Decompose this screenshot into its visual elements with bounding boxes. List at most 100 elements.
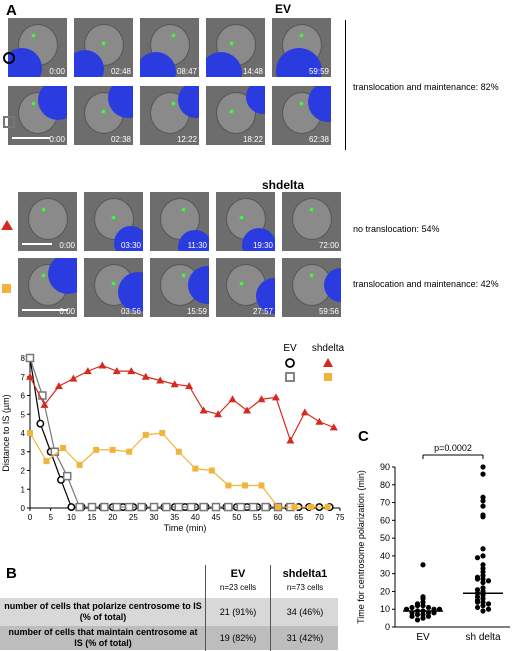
- data-point: [474, 576, 481, 582]
- data-point: [480, 464, 486, 470]
- data-point: [225, 482, 232, 489]
- category-label: sh delta: [465, 632, 500, 643]
- data-point: [485, 578, 492, 584]
- data-point: [275, 504, 281, 511]
- microscopy-frame: 18:22: [206, 86, 265, 145]
- data-point: [156, 376, 165, 384]
- table-row-2-ev: 19 (82%): [219, 633, 257, 643]
- data-point: [241, 482, 248, 489]
- microscopy-frame: 12:22: [140, 86, 199, 145]
- table-row-2-label: number of cells that maintain centrosome…: [8, 627, 198, 648]
- data-point: [228, 395, 237, 403]
- x-tick-label: 15: [88, 513, 97, 522]
- microscopy-frame: 03:56: [84, 258, 143, 317]
- data-point: [112, 502, 122, 512]
- data-point: [414, 603, 421, 609]
- data-point: [224, 502, 233, 512]
- data-point: [409, 604, 415, 611]
- frame-timestamp: 27:57: [252, 307, 273, 316]
- frame-timestamp: 11:30: [187, 241, 207, 250]
- data-point: [126, 448, 133, 455]
- frame-timestamp: 08:47: [176, 67, 197, 76]
- microscopy-frame: 08:47: [140, 18, 199, 77]
- x-tick-label: 60: [274, 513, 283, 522]
- legend-filled-square-icon: [324, 373, 332, 381]
- ev-bracket-line: [345, 20, 346, 150]
- microscopy-frame: 0:00: [8, 86, 67, 145]
- frame-timestamp: 02:48: [110, 67, 131, 76]
- data-point: [211, 502, 221, 512]
- table-header-ev: EV: [230, 568, 246, 580]
- data-point: [69, 374, 78, 382]
- frame-timestamp: 62:38: [308, 135, 329, 144]
- data-point: [480, 471, 486, 477]
- x-tick-label: 55: [253, 513, 262, 522]
- data-point: [76, 461, 83, 468]
- data-point: [425, 613, 432, 619]
- data-point: [300, 408, 309, 416]
- category-label: EV: [416, 632, 430, 643]
- table-header-ev-sub: n=23 cells: [219, 583, 257, 592]
- y-tick-label: 1: [21, 485, 26, 494]
- data-point: [186, 502, 196, 512]
- data-point: [474, 594, 481, 600]
- data-point: [480, 565, 486, 571]
- legend-shdelta-label: shdelta: [312, 343, 345, 354]
- table-row-1-shdelta: 34 (46%): [286, 607, 324, 617]
- data-point: [98, 361, 107, 369]
- data-point: [248, 502, 258, 512]
- data-point: [286, 436, 295, 444]
- series-line: [29, 357, 291, 508]
- data-point: [420, 562, 426, 568]
- data-point: [420, 599, 426, 605]
- data-point: [480, 503, 486, 509]
- data-point: [67, 503, 76, 512]
- data-point: [214, 410, 223, 418]
- y-tick-label: 0: [21, 504, 26, 513]
- data-point: [324, 504, 331, 511]
- data-point: [480, 562, 486, 568]
- microscopy-frame: 15:59: [150, 258, 209, 317]
- data-point: [162, 502, 171, 512]
- microscopy-frame: 0:00: [18, 192, 77, 251]
- data-point: [485, 606, 492, 612]
- data-point: [243, 406, 251, 414]
- scale-bar: [12, 137, 50, 139]
- data-point: [27, 430, 33, 436]
- data-point: [26, 372, 34, 380]
- frame-timestamp: 0:00: [49, 135, 65, 144]
- microscopy-frame: 0:00: [8, 18, 67, 77]
- data-point: [62, 471, 72, 481]
- x-tick-label: 30: [150, 513, 159, 522]
- panel-letter-c: C: [358, 428, 369, 445]
- legend-circle-icon: [285, 358, 295, 368]
- y-tick-label: 4: [21, 429, 26, 438]
- x-tick-label: 45: [212, 513, 221, 522]
- shdelta-title: shdelta: [261, 178, 304, 192]
- data-point: [124, 502, 134, 512]
- ev-circle-marker-icon: [3, 52, 15, 64]
- frame-timestamp: 59:59: [308, 67, 329, 76]
- y-tick-label: 80: [380, 480, 390, 490]
- x-tick-label: 75: [336, 513, 345, 522]
- table-row-2-shdelta: 31 (42%): [286, 633, 324, 643]
- table-row-1-bg: [0, 598, 338, 626]
- p-value-annotation: p=0.0002: [434, 443, 472, 453]
- legend-ev-label: EV: [283, 343, 297, 354]
- scale-bar: [22, 243, 52, 245]
- data-point: [480, 599, 486, 605]
- ev-title: EV: [274, 2, 291, 16]
- data-point: [308, 504, 315, 511]
- data-point: [175, 448, 182, 455]
- microscopy-frame: 02:38: [74, 86, 133, 145]
- data-point: [192, 465, 199, 472]
- ev-square-marker-icon: [3, 116, 15, 128]
- data-point: [480, 576, 486, 582]
- frame-timestamp: 0:00: [59, 307, 75, 316]
- shdelta-caption-1: no translocation: 54%: [353, 224, 440, 234]
- data-point: [480, 553, 486, 559]
- data-point: [480, 514, 486, 520]
- x-tick-label: 35: [170, 513, 179, 522]
- shdelta-triangle-marker-icon: [1, 220, 13, 230]
- shdelta-caption-2: translocation and maintenance: 42%: [353, 279, 499, 289]
